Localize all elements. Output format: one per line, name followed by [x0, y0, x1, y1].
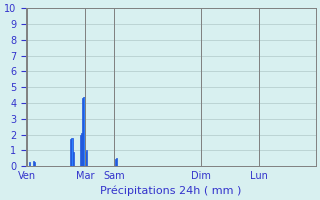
Bar	[33, 161, 34, 166]
Bar	[29, 162, 30, 166]
Bar	[70, 139, 71, 166]
Bar	[116, 158, 117, 166]
Bar	[80, 135, 81, 166]
Bar	[71, 138, 73, 166]
Bar	[82, 98, 84, 166]
Bar	[85, 152, 86, 166]
X-axis label: Précipitations 24h ( mm ): Précipitations 24h ( mm )	[100, 185, 242, 196]
Bar	[86, 150, 87, 166]
Bar	[34, 162, 35, 166]
Bar	[115, 159, 116, 166]
Bar	[73, 152, 74, 166]
Bar	[84, 97, 85, 166]
Bar	[81, 133, 82, 166]
